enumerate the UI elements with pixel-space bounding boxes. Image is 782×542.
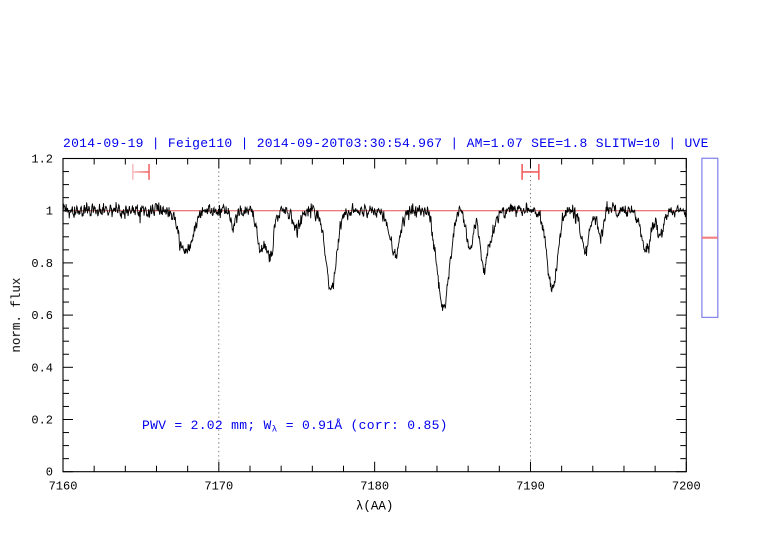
svg-text:1.2: 1.2 [31,153,53,167]
svg-text:7160: 7160 [49,480,78,494]
svg-text:7170: 7170 [204,480,233,494]
svg-text:PWV = 2.02 mm; Wλ = 0.91Å (cor: PWV = 2.02 mm; Wλ = 0.91Å (corr: 0.85) [142,418,448,435]
svg-text:2014-09-19 | Feige110 | 2014-0: 2014-09-19 | Feige110 | 2014-09-20T03:30… [63,136,709,151]
svg-text:0.2: 0.2 [31,414,53,428]
svg-text:1: 1 [46,205,53,219]
svg-text:norm. flux: norm. flux [10,278,24,353]
svg-text:λ(AA): λ(AA) [356,500,394,514]
svg-text:7190: 7190 [516,480,545,494]
svg-text:0: 0 [46,466,53,480]
svg-text:7200: 7200 [672,480,701,494]
svg-text:0.8: 0.8 [31,257,53,271]
svg-text:7180: 7180 [360,480,389,494]
svg-text:0.6: 0.6 [31,309,53,323]
svg-text:0.4: 0.4 [31,361,53,375]
